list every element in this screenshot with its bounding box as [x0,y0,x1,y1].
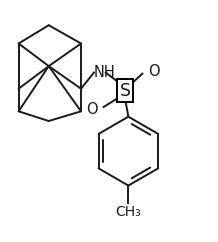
Text: NH: NH [94,65,116,80]
Text: O: O [148,64,159,79]
Text: S: S [120,82,131,100]
Text: O: O [87,102,98,117]
Text: CH₃: CH₃ [116,205,141,219]
